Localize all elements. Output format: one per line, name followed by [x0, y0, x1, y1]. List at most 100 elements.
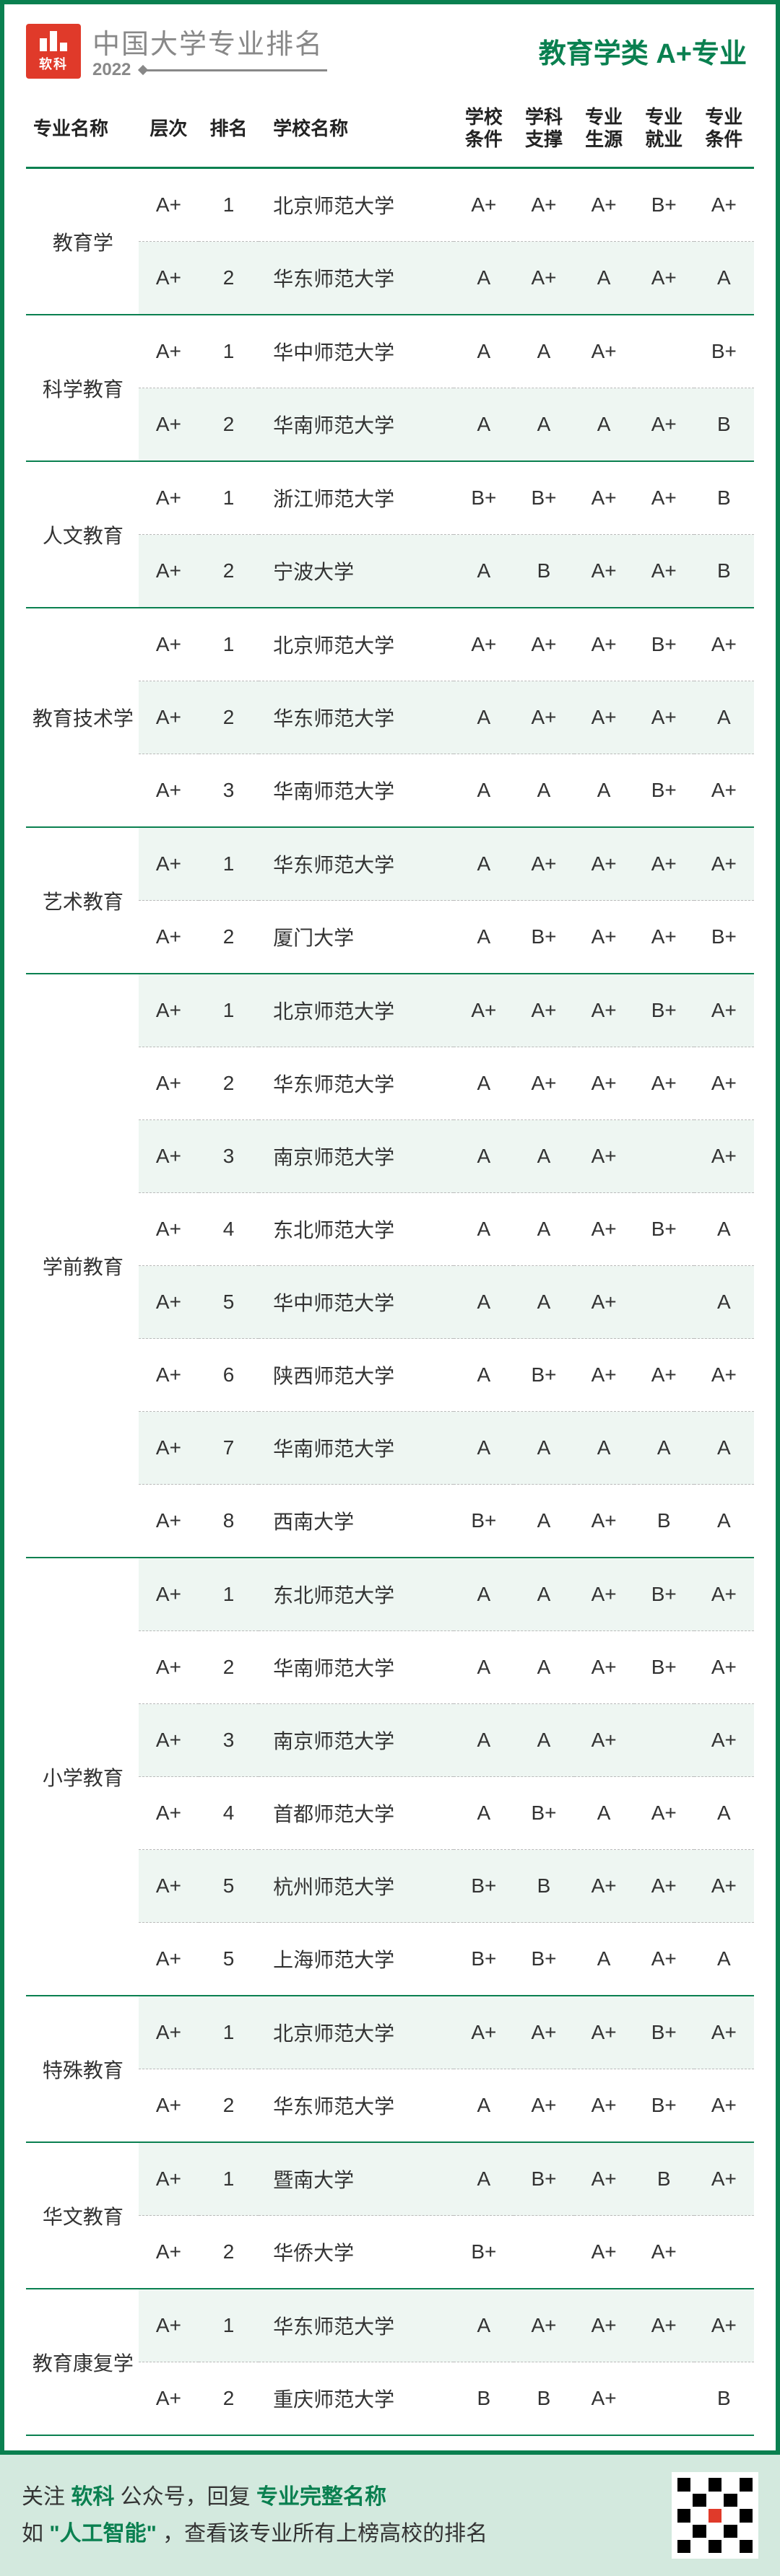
- grade-cell: A: [634, 1412, 694, 1485]
- ranking-table: 专业名称 层次 排名 学校名称 学校条件 学科支撑 专业生源 专业就业 专业条件…: [26, 90, 754, 2436]
- grade-cell: A+: [454, 1996, 514, 2069]
- grade-cell: A+: [139, 461, 199, 535]
- grade-cell: A+: [139, 2069, 199, 2143]
- grade-cell: A: [514, 388, 573, 462]
- grade-cell: A+: [514, 1996, 573, 2069]
- grade-cell: A+: [694, 2142, 754, 2216]
- grade-cell: A+: [574, 2289, 634, 2362]
- grade-cell: A+: [139, 1485, 199, 1558]
- grade-cell: 2: [199, 1047, 259, 1120]
- grade-cell: B+: [694, 315, 754, 388]
- school-cell: 华南师范大学: [259, 388, 454, 462]
- col-student-source: 专业生源: [574, 90, 634, 168]
- school-cell: 浙江师范大学: [259, 461, 454, 535]
- grade-cell: B+: [634, 1996, 694, 2069]
- grade-cell: A+: [634, 2216, 694, 2289]
- grade-cell: A: [514, 1704, 573, 1777]
- page-title: 中国大学专业排名: [92, 22, 327, 61]
- grade-cell: B+: [634, 1631, 694, 1704]
- grade-cell: [634, 1266, 694, 1339]
- grade-cell: A+: [634, 1777, 694, 1850]
- grade-cell: [694, 2216, 754, 2289]
- grade-cell: 3: [199, 754, 259, 828]
- grade-cell: A+: [139, 1777, 199, 1850]
- grade-cell: A+: [139, 2142, 199, 2216]
- grade-cell: B+: [634, 754, 694, 828]
- grade-cell: A+: [634, 1047, 694, 1120]
- grade-cell: A: [454, 242, 514, 315]
- grade-cell: B+: [514, 461, 573, 535]
- grade-cell: A: [574, 388, 634, 462]
- grade-cell: A: [694, 1923, 754, 1996]
- grade-cell: B+: [634, 1193, 694, 1266]
- grade-cell: A+: [574, 901, 634, 974]
- major-cell: 特殊教育: [26, 1996, 139, 2142]
- grade-cell: B: [454, 2362, 514, 2436]
- grade-cell: A+: [574, 1996, 634, 2069]
- grade-cell: A+: [514, 2289, 573, 2362]
- grade-cell: B: [634, 2142, 694, 2216]
- grade-cell: B+: [454, 2216, 514, 2289]
- grade-cell: A+: [139, 754, 199, 828]
- grade-cell: 2: [199, 681, 259, 754]
- grade-cell: 2: [199, 1631, 259, 1704]
- grade-cell: [634, 1704, 694, 1777]
- grade-cell: A: [574, 1777, 634, 1850]
- grade-cell: A+: [634, 535, 694, 608]
- qr-code: [672, 2472, 758, 2559]
- grade-cell: A: [514, 1412, 573, 1485]
- grade-cell: A+: [139, 2216, 199, 2289]
- grade-cell: 2: [199, 535, 259, 608]
- grade-cell: A+: [139, 1996, 199, 2069]
- grade-cell: A+: [634, 388, 694, 462]
- grade-cell: A+: [694, 1120, 754, 1193]
- school-cell: 北京师范大学: [259, 1996, 454, 2069]
- grade-cell: B+: [634, 1558, 694, 1631]
- grade-cell: B+: [634, 2069, 694, 2143]
- grade-cell: B+: [694, 901, 754, 974]
- col-major-cond: 专业条件: [694, 90, 754, 168]
- grade-cell: A: [694, 1412, 754, 1485]
- grade-cell: 2: [199, 901, 259, 974]
- major-cell: 学前教育: [26, 974, 139, 1558]
- grade-cell: A: [454, 1631, 514, 1704]
- table-header-row: 专业名称 层次 排名 学校名称 学校条件 学科支撑 专业生源 专业就业 专业条件: [26, 90, 754, 168]
- grade-cell: B+: [454, 1485, 514, 1558]
- grade-cell: A+: [139, 1339, 199, 1412]
- grade-cell: A: [514, 1558, 573, 1631]
- school-cell: 暨南大学: [259, 2142, 454, 2216]
- table-row: 教育康复学A+1华东师范大学AA+A+A+A+: [26, 2289, 754, 2362]
- grade-cell: A: [454, 1412, 514, 1485]
- grade-cell: A: [454, 1047, 514, 1120]
- grade-cell: A: [514, 1193, 573, 1266]
- school-cell: 华东师范大学: [259, 681, 454, 754]
- grade-cell: B: [694, 388, 754, 462]
- grade-cell: A: [574, 1923, 634, 1996]
- grade-cell: A+: [514, 1047, 573, 1120]
- school-cell: 华东师范大学: [259, 242, 454, 315]
- grade-cell: A+: [139, 1120, 199, 1193]
- school-cell: 华中师范大学: [259, 1266, 454, 1339]
- table-row: 艺术教育A+1华东师范大学AA+A+A+A+: [26, 827, 754, 901]
- grade-cell: 4: [199, 1777, 259, 1850]
- grade-cell: A+: [634, 242, 694, 315]
- grade-cell: B+: [514, 1777, 573, 1850]
- school-cell: 北京师范大学: [259, 608, 454, 681]
- grade-cell: 1: [199, 1996, 259, 2069]
- grade-cell: A+: [634, 901, 694, 974]
- table-row: 人文教育A+1浙江师范大学B+B+A+A+B: [26, 461, 754, 535]
- grade-cell: A+: [139, 1266, 199, 1339]
- grade-cell: A: [514, 1631, 573, 1704]
- grade-cell: A+: [694, 1631, 754, 1704]
- grade-cell: A+: [574, 2069, 634, 2143]
- grade-cell: A: [454, 1777, 514, 1850]
- grade-cell: 1: [199, 2142, 259, 2216]
- grade-cell: A+: [574, 2142, 634, 2216]
- table-row: 特殊教育A+1北京师范大学A+A+A+B+A+: [26, 1996, 754, 2069]
- grade-cell: A+: [694, 1704, 754, 1777]
- school-cell: 首都师范大学: [259, 1777, 454, 1850]
- grade-cell: A+: [694, 608, 754, 681]
- grade-cell: B+: [634, 974, 694, 1047]
- grade-cell: A: [454, 2069, 514, 2143]
- school-cell: 西南大学: [259, 1485, 454, 1558]
